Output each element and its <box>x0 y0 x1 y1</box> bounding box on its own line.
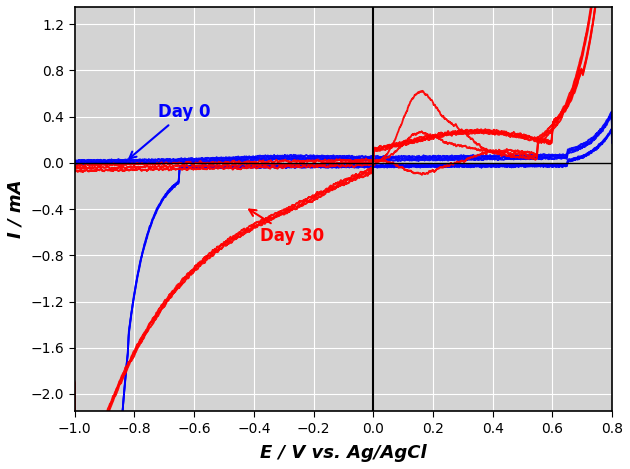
Text: Day 0: Day 0 <box>129 103 211 159</box>
Text: Day 30: Day 30 <box>249 210 324 245</box>
Y-axis label: I / mA: I / mA <box>7 180 25 238</box>
X-axis label: E / V vs. Ag/AgCl: E / V vs. Ag/AgCl <box>260 444 427 462</box>
